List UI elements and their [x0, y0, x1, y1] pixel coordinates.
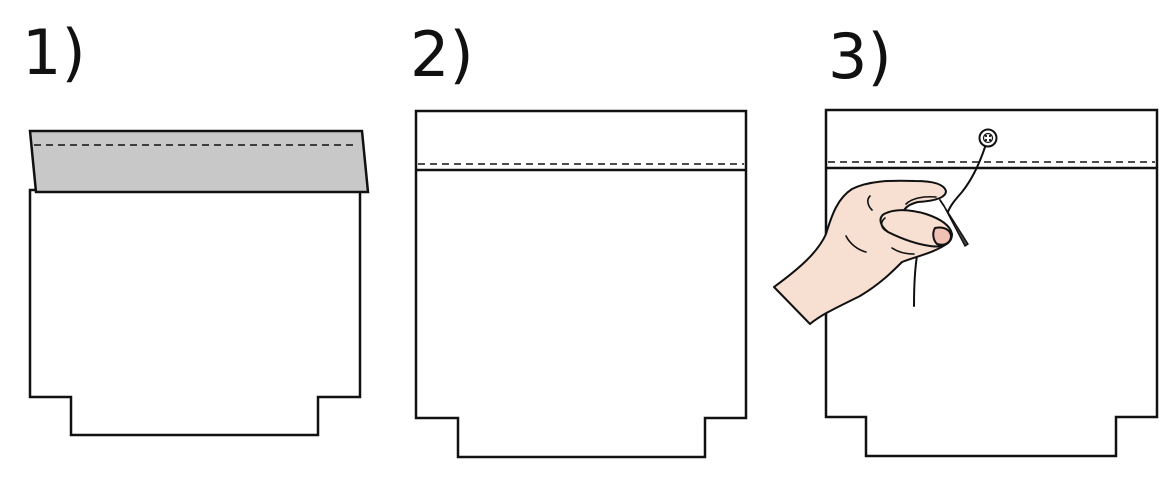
step-2: 2)	[410, 18, 748, 459]
needle-icon	[939, 199, 969, 248]
step-1-fabric-outline	[28, 188, 362, 437]
step-3-label: 3)	[828, 20, 892, 93]
step-3: 3)	[773, 20, 1159, 458]
button-icon	[978, 128, 998, 148]
thread	[947, 146, 986, 213]
step-1: 1)	[22, 16, 370, 437]
step-2-label: 2)	[410, 18, 474, 91]
step-1-label: 1)	[22, 16, 86, 89]
step-1-folded-band	[28, 129, 370, 194]
hand-holding-needle-icon	[773, 179, 953, 325]
step-2-fabric-outline	[414, 109, 748, 459]
